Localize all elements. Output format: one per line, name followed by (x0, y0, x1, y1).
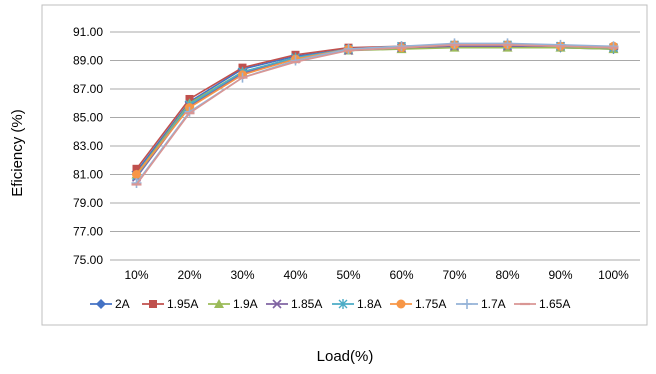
y-tick-label: 85.00 (73, 111, 103, 125)
y-tick-label: 87.00 (73, 82, 103, 96)
legend-label: 1.95A (167, 297, 198, 311)
legend-label: 1.75A (415, 297, 446, 311)
data-point (449, 38, 460, 49)
data-point (555, 39, 566, 50)
y-tick-label: 81.00 (73, 168, 103, 182)
y-tick-label: 79.00 (73, 196, 103, 210)
legend-item: 2A (90, 297, 130, 311)
legend-marker (462, 299, 472, 309)
x-axis-title: Load(%) (317, 348, 374, 365)
legend-label: 2A (115, 297, 130, 311)
legend-item: 1.65A (514, 297, 570, 311)
y-tick-label: 83.00 (73, 139, 103, 153)
y-tick-label: 89.00 (73, 54, 103, 68)
legend-label: 1.85A (291, 297, 322, 311)
legend-item: 1.75A (390, 297, 446, 311)
legend-item: 1.7A (456, 297, 506, 311)
legend-marker (396, 299, 406, 309)
legend-marker (96, 299, 106, 309)
y-tick-label: 77.00 (73, 225, 103, 239)
legend-label: 1.7A (481, 297, 506, 311)
series-lines (131, 38, 619, 189)
x-tick-labels: 10% 20% 30% 40% 50% 60% 70% 80% 90% 100% (124, 268, 629, 282)
x-tick-label: 60% (389, 268, 413, 282)
gridlines (110, 31, 640, 261)
legend-marker (272, 299, 282, 309)
legend-item: 1.95A (142, 297, 198, 311)
series-line (135, 44, 614, 185)
series-1_65A (131, 43, 619, 186)
x-tick-label: 70% (442, 268, 466, 282)
data-point (396, 41, 407, 52)
x-tick-label: 80% (495, 268, 519, 282)
data-point (608, 41, 619, 52)
legend-label: 1.8A (357, 297, 382, 311)
data-point (132, 170, 141, 179)
x-tick-label: 100% (598, 268, 629, 282)
legend-item: 1.9A (208, 297, 258, 311)
x-tick-label: 30% (230, 268, 254, 282)
x-tick-label: 20% (177, 268, 201, 282)
data-point (131, 178, 142, 189)
x-tick-label: 40% (283, 268, 307, 282)
data-point (502, 38, 513, 49)
y-axis-title: Eficiency (%) (9, 109, 26, 197)
legend-marker (149, 300, 157, 308)
legend-marker (338, 299, 348, 309)
legend: 2A 1.95A 1.9A 1.85A 1.8A 1.75A 1.7A 1.65A (90, 297, 570, 311)
y-tick-label: 75.00 (73, 253, 103, 267)
x-tick-label: 10% (124, 268, 148, 282)
x-tick-label: 50% (336, 268, 360, 282)
legend-label: 1.9A (233, 297, 258, 311)
legend-label: 1.65A (539, 297, 570, 311)
legend-marker (214, 299, 224, 308)
x-tick-label: 90% (548, 268, 572, 282)
legend-item: 1.8A (332, 297, 382, 311)
y-tick-labels: 75.00 77.00 79.00 81.00 83.00 85.00 87.00 89.00… (73, 25, 103, 267)
y-tick-label: 91.00 (73, 25, 103, 39)
data-point (132, 164, 141, 173)
legend-item: 1.85A (266, 297, 322, 311)
data-point (343, 44, 354, 55)
